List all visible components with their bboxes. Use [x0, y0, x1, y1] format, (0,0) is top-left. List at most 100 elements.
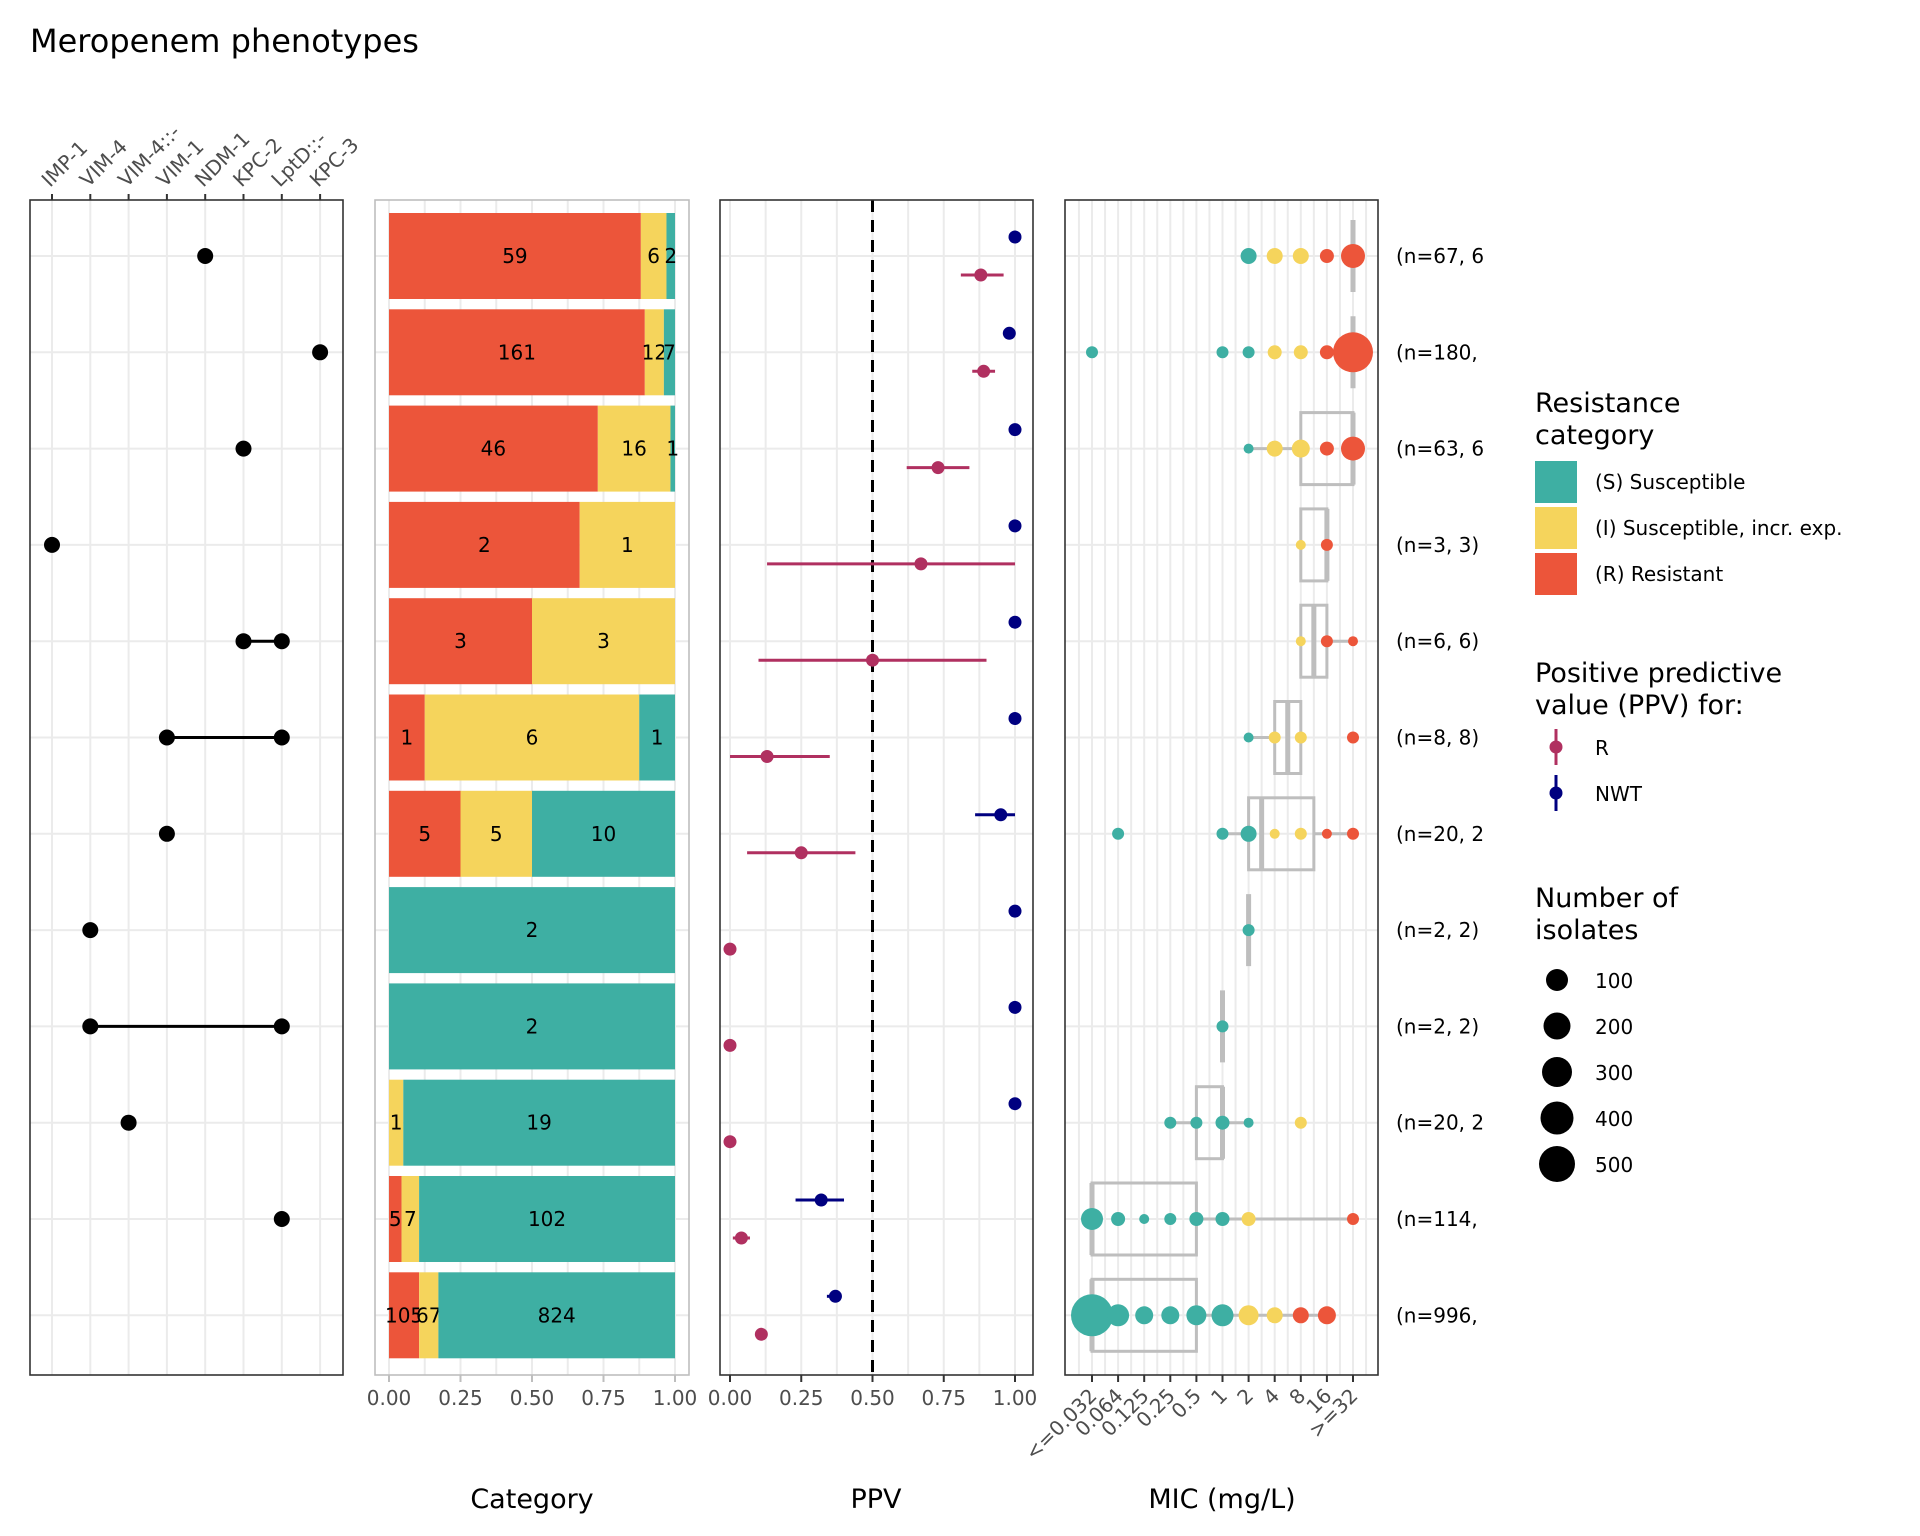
category-bar-label: 1: [651, 726, 664, 750]
mic-point-S: [1211, 1304, 1234, 1327]
category-x-tick-label: 0.00: [367, 1386, 412, 1410]
ppv-nwt-point: [1008, 615, 1022, 629]
category-bar-S: [670, 405, 675, 492]
legend-ppv-point: [1549, 740, 1563, 754]
gene-presence-dot: [82, 922, 99, 939]
category-bar-label: 7: [663, 340, 676, 364]
category-bar-R: [389, 1176, 402, 1262]
ppv-x-tick-label: 0.00: [708, 1386, 753, 1410]
category-bar-label: 67: [416, 1303, 441, 1327]
category-bar-label: 16: [621, 437, 646, 461]
mic-point-R: [1321, 828, 1332, 839]
genes-panel: IMP-1VIM-4VIM-4::-VIM-1NDM-1KPC-2LptD::-…: [29, 120, 363, 1376]
mic-point-I: [1294, 827, 1307, 840]
legend-size-circle: [1540, 1101, 1574, 1135]
mic-point-S: [1071, 1294, 1113, 1337]
mic-point-I: [1241, 1212, 1256, 1226]
ppv-nwt-point: [1008, 712, 1022, 725]
legend-label: (S) Susceptible: [1595, 470, 1745, 494]
ppv-r-point: [760, 750, 774, 763]
category-bar-label: 3: [454, 629, 467, 653]
category-bar-label: 1: [666, 437, 679, 461]
mic-point-S: [1216, 827, 1229, 840]
mic-point-I: [1293, 345, 1308, 360]
legend-label: 400: [1595, 1107, 1633, 1131]
category-bar-label: 1: [390, 1111, 403, 1135]
category-bar-I: [389, 1079, 404, 1166]
ppv-nwt-point: [1008, 423, 1022, 437]
legend-label: 500: [1595, 1153, 1633, 1177]
gene-presence-dot: [197, 248, 214, 264]
mic-point-R: [1341, 436, 1365, 461]
mic-point-I: [1268, 731, 1281, 744]
mic-point-S: [1164, 1213, 1177, 1225]
page-title: Meropenem phenotypes: [30, 22, 419, 60]
gene-presence-dot: [273, 729, 290, 746]
category-bar-R: [389, 1272, 420, 1359]
mic-point-S: [1107, 1304, 1130, 1327]
gene-presence-dot: [312, 344, 329, 361]
mic-point-I: [1267, 345, 1282, 360]
category-bar-I: [401, 1176, 420, 1262]
category-bar-label: 2: [526, 918, 539, 942]
mic-row-count-label: (n=67, 6: [1396, 244, 1484, 268]
category-bar-S: [438, 1272, 675, 1359]
mic-row-count-label: (n=8, 8): [1396, 726, 1479, 750]
legend: Resistance category Positive predictive …: [1535, 388, 1843, 1182]
mic-point-I: [1266, 1307, 1283, 1324]
category-bar-label: 1: [621, 533, 634, 557]
category-bar-label: 12: [642, 340, 667, 364]
mic-x-tick-label: 1: [1206, 1384, 1232, 1410]
mic-row-count-label: (n=996,: [1396, 1303, 1478, 1327]
ppv-nwt-point: [1002, 326, 1016, 340]
mic-point-S: [1215, 1212, 1230, 1226]
legend-ppv-point: [1549, 786, 1563, 800]
ppv-nwt-point: [994, 808, 1008, 822]
category-bar-label: 59: [502, 244, 527, 268]
category-bar-label: 102: [528, 1207, 566, 1231]
legend-size-circle: [1539, 1146, 1575, 1182]
mic-point-I: [1295, 636, 1306, 647]
mic-row-count-label: (n=3, 3): [1396, 533, 1479, 557]
mic-point-R: [1348, 636, 1358, 647]
category-bar-label: 824: [538, 1303, 576, 1327]
ppv-r-point: [754, 1327, 768, 1341]
category-bar-label: 3: [597, 629, 610, 653]
mic-point-S: [1215, 1115, 1230, 1130]
mic-row-count-label: (n=6, 6): [1396, 629, 1479, 653]
mic-point-R: [1319, 345, 1334, 360]
mic-row-count-label: (n=20, 2: [1396, 822, 1484, 846]
mic-point-R: [1341, 244, 1365, 268]
category-bar-S: [663, 309, 675, 396]
ppv-nwt-point: [1008, 519, 1022, 533]
category-bar-R: [389, 790, 461, 877]
category-bar-I: [460, 790, 532, 877]
category-bar-label: 5: [418, 822, 431, 846]
ppv-nwt-point: [1008, 1097, 1022, 1111]
category-bar-I: [424, 694, 640, 781]
category-bar-label: 19: [526, 1111, 551, 1135]
category-bar-label: 10: [591, 822, 616, 846]
gene-presence-dot: [82, 1018, 99, 1035]
ppv-r-point: [723, 1038, 737, 1052]
mic-point-S: [1243, 1117, 1254, 1128]
ppv-x-tick-label: 0.50: [850, 1386, 895, 1410]
mic-point-I: [1269, 828, 1280, 839]
category-bar-label: 2: [664, 244, 677, 268]
mic-point-S: [1216, 346, 1229, 359]
mic-point-R: [1347, 1213, 1359, 1225]
mic-point-R: [1292, 1307, 1309, 1324]
legend-resistance-title-2: category: [1535, 420, 1654, 451]
category-bar-I: [419, 1272, 439, 1359]
mic-point-R: [1333, 332, 1373, 373]
ppv-r-point: [931, 461, 945, 475]
category-bar-label: 161: [498, 340, 536, 364]
category-bar-I: [597, 405, 671, 492]
category-bar-I: [644, 309, 664, 396]
category-bar-label: 46: [481, 437, 506, 461]
ppv-r-point: [734, 1231, 748, 1245]
ppv-r-point: [723, 1135, 737, 1149]
ppv-x-tick-label: 1.00: [993, 1386, 1038, 1410]
ppv-nwt-point: [814, 1193, 828, 1207]
gene-presence-dot: [158, 825, 175, 842]
